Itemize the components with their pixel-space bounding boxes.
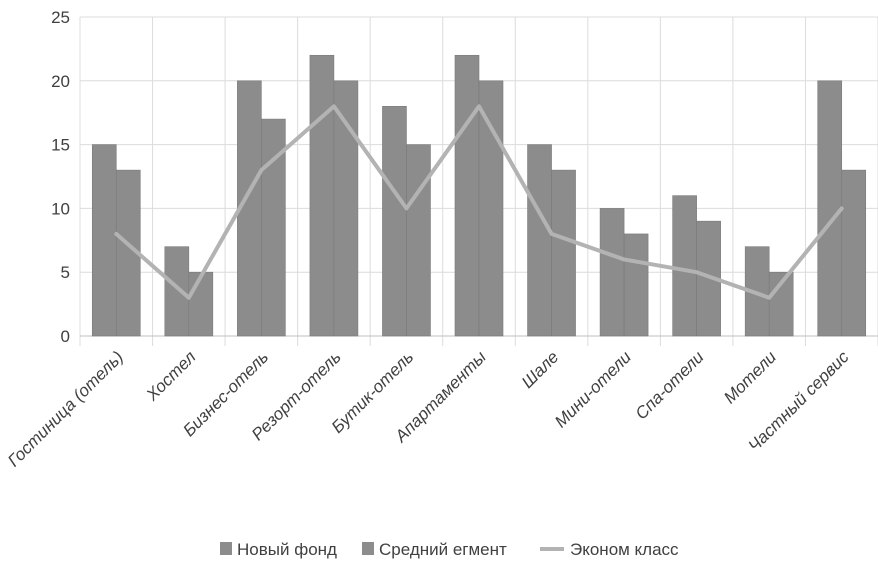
- bar-0-8: [672, 195, 697, 337]
- x-tick-label: Гостиница (отель): [4, 347, 127, 470]
- legend-swatch-0: [220, 542, 232, 555]
- legend-label-0: Новый фонд: [237, 540, 337, 559]
- bar-0-10: [817, 80, 843, 337]
- x-tick-label: Мини-отели: [551, 347, 635, 431]
- x-tick-label: Шале: [518, 347, 563, 392]
- bar-1-10: [841, 169, 867, 337]
- x-tick-label: Мотели: [720, 347, 780, 407]
- bar-0-3: [309, 54, 335, 337]
- line-series: [114, 104, 844, 300]
- bar-0-7: [599, 208, 625, 337]
- bar-1-7: [623, 233, 649, 337]
- y-tick-label: 25: [51, 8, 70, 27]
- bar-1-5: [478, 80, 504, 337]
- bar-1-1: [188, 271, 214, 337]
- bar-0-4: [382, 106, 407, 337]
- bar-1-6: [551, 169, 576, 337]
- bar-1-3: [333, 80, 359, 337]
- bar-0-0: [91, 144, 117, 337]
- y-axis: 0 5 10 15 20 25: [51, 8, 70, 346]
- bar-1-2: [261, 118, 286, 337]
- x-tick-label: Хостел: [142, 347, 200, 405]
- x-axis: Гостиница (отель) ХостелБизнес-отельРезор…: [4, 347, 853, 471]
- bar-0-1: [164, 246, 190, 337]
- bar-1-4: [406, 144, 431, 337]
- legend-label-2: Эконом класс: [570, 540, 679, 559]
- bar-0-6: [527, 144, 552, 337]
- y-tick-label: 20: [51, 72, 70, 91]
- legend-swatch-1: [362, 542, 374, 555]
- y-tick-label: 10: [51, 199, 70, 218]
- x-tick-label: Спа-отели: [632, 347, 708, 423]
- y-tick-label: 15: [51, 136, 70, 155]
- bars: [91, 54, 867, 337]
- legend-label-1: Средний егмент: [379, 540, 507, 559]
- y-tick-label: 0: [61, 327, 70, 346]
- line-series-2: [114, 104, 844, 300]
- bar-0-5: [454, 54, 480, 337]
- y-tick-label: 5: [61, 263, 70, 282]
- legend: Новый фонд Средний егмент Эконом класс: [220, 540, 679, 559]
